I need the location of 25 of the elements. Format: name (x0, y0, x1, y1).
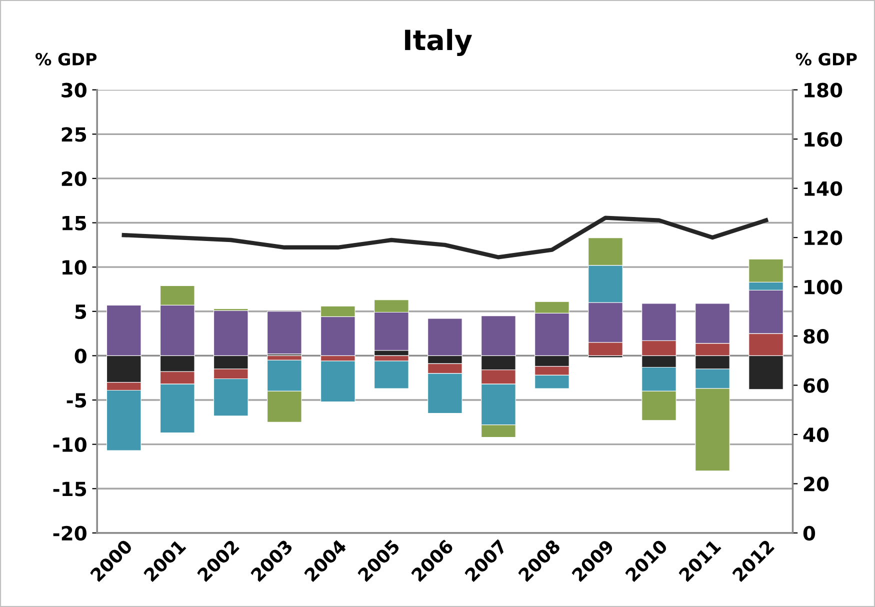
y-tick-label: 5 (75, 304, 86, 320)
y-tick-label: 10 (62, 260, 86, 275)
y-tick-label: -5 (66, 393, 86, 408)
y-tick-label: -15 (53, 482, 86, 496)
y-tick-label: 15 (62, 216, 86, 230)
y-tick-label: 20 (62, 171, 86, 186)
y-tick-label: -20 (53, 526, 86, 541)
y2-tick-label: 0 (803, 526, 816, 541)
y-tick-label: 30 (62, 82, 86, 98)
y2-axis-title: % GDP (796, 52, 857, 66)
y2-tick-label: 140 (804, 181, 842, 196)
y-axis-title: % GDP (36, 52, 97, 66)
y2-tick-label: 60 (804, 378, 829, 393)
y2-tick-label: 80 (804, 328, 829, 344)
line-series (122, 216, 768, 260)
chart-title: Italy (405, 28, 472, 56)
y-tick-label: 25 (62, 127, 86, 142)
y-tick-label: -10 (53, 437, 86, 452)
y2-tick-label: 20 (804, 476, 829, 492)
y2-tick-label: 180 (804, 82, 842, 98)
y-tick-label: 0 (74, 348, 86, 364)
y2-tick-label: 120 (804, 230, 842, 246)
y2-tick-label: 160 (804, 132, 842, 147)
y2-tick-label: 100 (804, 280, 842, 294)
y2-tick-label: 40 (803, 427, 829, 442)
